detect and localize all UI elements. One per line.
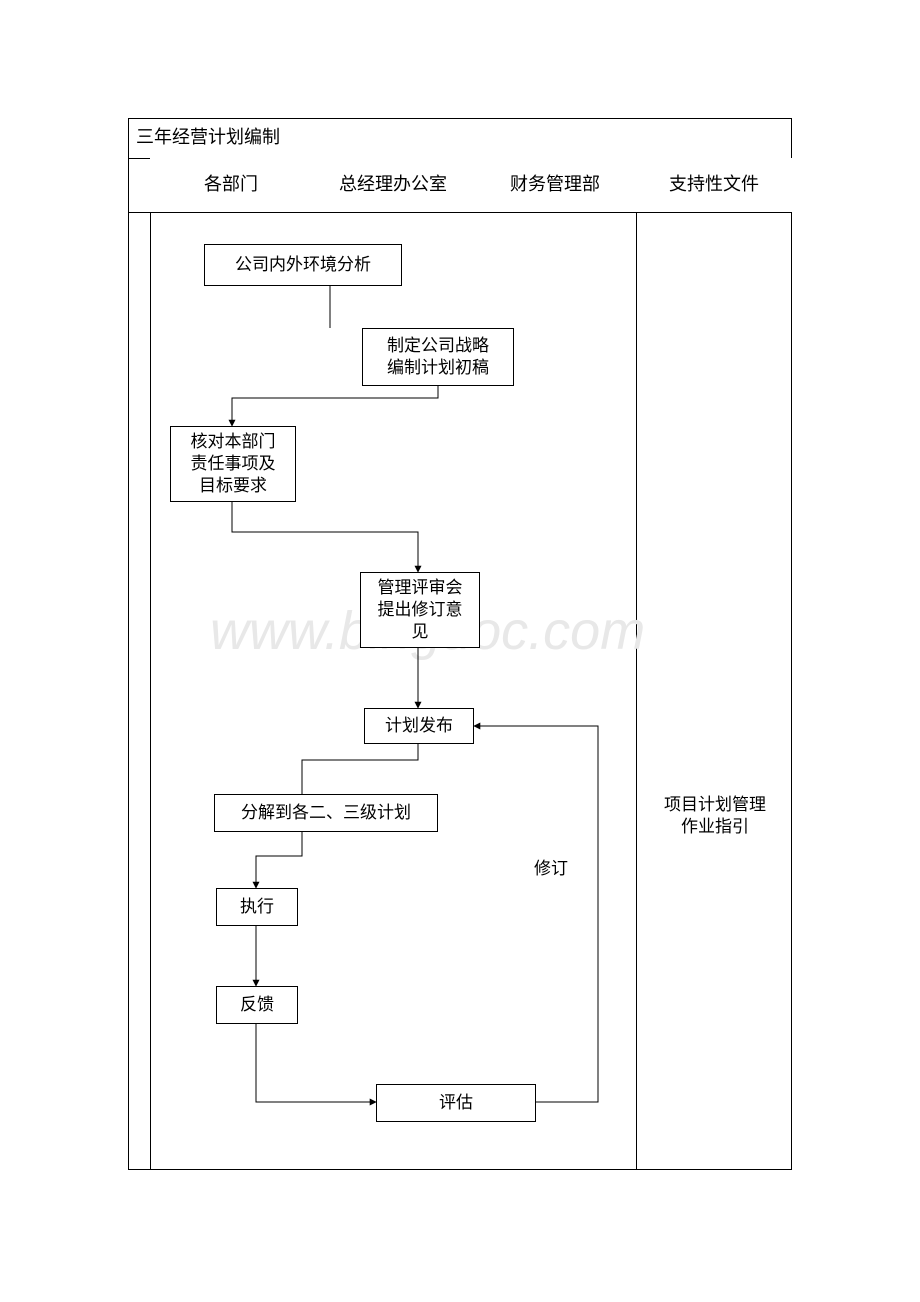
- node-env: 公司内外环境分析: [204, 244, 402, 286]
- node-feedback: 反馈: [216, 986, 298, 1024]
- lane-div-3: [636, 158, 637, 1170]
- node-check: 核对本部门 责任事项及 目标要求: [170, 426, 296, 502]
- header-separator: [128, 212, 792, 213]
- lane-header-support: 支持性文件: [636, 158, 792, 212]
- lane-header-gm: 总经理办公室: [312, 158, 474, 212]
- lane-header-dept: 各部门: [150, 158, 312, 212]
- node-strategy: 制定公司战略 编制计划初稿: [362, 328, 514, 386]
- page: 三年经营计划编制 各部门 总经理办公室 财务管理部 支持性文件 www.bing…: [0, 0, 920, 1302]
- diagram-title: 三年经营计划编制: [136, 122, 536, 154]
- node-exec: 执行: [216, 888, 298, 926]
- lane-header-finance: 财务管理部: [474, 158, 636, 212]
- left-inner-line: [150, 158, 151, 1170]
- label-revise: 修订: [530, 856, 572, 882]
- node-publish: 计划发布: [364, 708, 474, 744]
- node-decomp: 分解到各二、三级计划: [214, 794, 438, 832]
- node-review: 管理评审会 提出修订意 见: [360, 572, 480, 648]
- label-guide: 项目计划管理 作业指引: [650, 794, 780, 838]
- node-eval: 评估: [376, 1084, 536, 1122]
